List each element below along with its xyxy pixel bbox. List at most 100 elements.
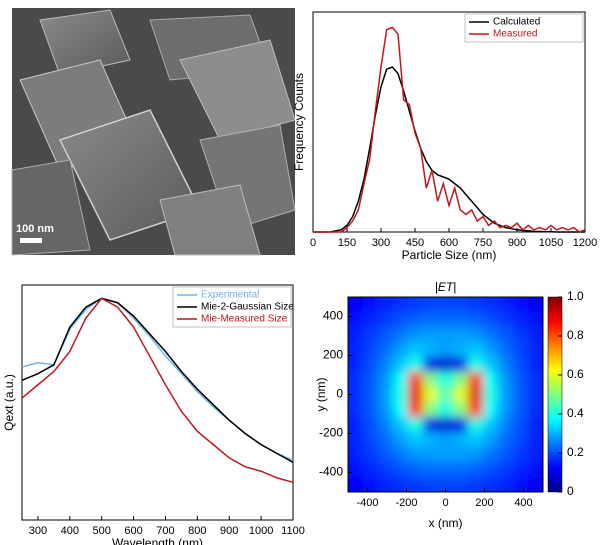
heatmap-cell (498, 341, 514, 357)
heatmap-cell (437, 341, 454, 357)
heatmap-cell (528, 311, 543, 327)
x-tick-label: 150 (338, 237, 356, 249)
heatmap-cell (437, 432, 454, 448)
heatmap-cell (483, 326, 499, 342)
heatmap-cell (348, 297, 363, 312)
heatmap-cell (362, 402, 378, 418)
heatmap-cell (437, 447, 454, 463)
heatmap-cell (437, 386, 454, 403)
heatmap-cell (362, 432, 378, 448)
colorbar-tick-label: 0.8 (567, 328, 584, 342)
heatmap-cell (422, 297, 438, 312)
heatmap-cell (513, 462, 529, 478)
y-axis-label: y (nm) (314, 378, 328, 412)
heatmap-cells (348, 297, 543, 492)
x-tick-label: 0 (310, 237, 316, 249)
heatmap-cell (422, 311, 438, 327)
y-tick-label: 0 (336, 387, 343, 401)
sem-image: 100 nm (11, 8, 296, 256)
heatmap-cell (498, 326, 514, 342)
heatmap-cell (348, 311, 363, 327)
heatmap-cell (513, 447, 529, 463)
heatmap-cell (528, 371, 543, 387)
heatmap-cell (453, 311, 469, 327)
heatmap-cell (498, 477, 514, 492)
legend-label: Measured (493, 29, 537, 40)
y-tick-label: 400 (323, 309, 343, 323)
heatmap-cell (377, 311, 393, 327)
heatmap-cell (377, 341, 393, 357)
heatmap-cell (498, 447, 514, 463)
colorbar-tick-label: 0.4 (567, 406, 584, 420)
heatmap-cell (453, 417, 469, 433)
heatmap-cell (392, 462, 408, 478)
heatmap-cell (362, 356, 378, 372)
x-tick-label: 0 (442, 497, 448, 509)
heatmap-cell (377, 417, 393, 433)
heatmap-cell (348, 386, 363, 403)
x-tick-label: -200 (395, 497, 417, 509)
heatmap-cell (407, 311, 423, 327)
plot-frame (21, 284, 294, 521)
heatmap-cell (498, 386, 514, 403)
heatmap-cell (407, 417, 423, 433)
heatmap-cell (483, 356, 499, 372)
series-line (313, 66, 585, 233)
heatmap-cell (377, 402, 393, 418)
heatmap-cell (362, 477, 378, 492)
colorbar (547, 296, 563, 493)
heatmap-cell (348, 326, 363, 342)
heatmap-cell (422, 477, 438, 492)
x-tick-label: 1050 (539, 237, 563, 249)
heatmap-cell (513, 311, 529, 327)
x-tick-label: 1000 (249, 525, 273, 537)
heatmap-cell (468, 341, 484, 357)
heatmap-cell (437, 311, 454, 327)
heatmap-cell (528, 326, 543, 342)
heatmap-cell (483, 432, 499, 448)
heatmap-cell (348, 341, 363, 357)
heatmap-cell (392, 386, 408, 403)
heatmap-cell (498, 297, 514, 312)
heatmap-cell (437, 356, 454, 372)
x-axis-label: x (nm) (429, 516, 463, 530)
x-tick-label: 800 (188, 525, 206, 537)
heatmap-cell (483, 477, 499, 492)
heatmap-cell (377, 356, 393, 372)
heatmap-cell (528, 297, 543, 312)
heatmap-cell (528, 341, 543, 357)
heatmap-cell (513, 371, 529, 387)
legend-label: Mie-2-Gaussian Size (201, 302, 294, 313)
heatmap-cell (407, 462, 423, 478)
colorbar-tick-label: 0.6 (567, 367, 584, 381)
heatmap-cell (528, 447, 543, 463)
heatmap-cell (362, 447, 378, 463)
heatmap-cell (377, 386, 393, 403)
heatmap-cell (392, 417, 408, 433)
heatmap-cell (453, 341, 469, 357)
x-tick-label: 1200 (573, 237, 597, 249)
heatmap-cell (362, 417, 378, 433)
heatmap-cell (468, 447, 484, 463)
heatmap-cell (498, 462, 514, 478)
heatmap-cell (377, 477, 393, 492)
x-tick-label: -400 (356, 497, 378, 509)
heatmap-cell (377, 297, 393, 312)
x-tick-label: 300 (29, 525, 47, 537)
heatmap-cell (407, 326, 423, 342)
heatmap-cell (407, 447, 423, 463)
heatmap-cell (483, 341, 499, 357)
heatmap-cell (468, 326, 484, 342)
x-tick-label: 600 (124, 525, 142, 537)
heatmap-cell (348, 402, 363, 418)
heatmap-cell (362, 386, 378, 403)
heatmap-cell (377, 371, 393, 387)
heatmap-cell (362, 462, 378, 478)
x-tick-label: 300 (372, 237, 390, 249)
heatmap-cell (453, 371, 469, 387)
heatmap-cell (453, 462, 469, 478)
heatmap-cell (437, 477, 454, 492)
heatmap-cell (437, 462, 454, 478)
heatmap-cell (468, 386, 484, 403)
y-axis-label: Frequency Counts (292, 73, 306, 171)
